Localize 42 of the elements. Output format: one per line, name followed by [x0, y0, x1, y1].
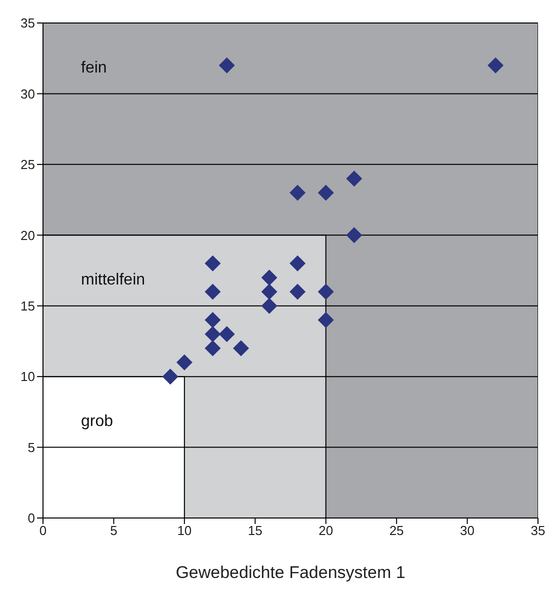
point — [176, 354, 192, 370]
x-tick-label: 20 — [318, 523, 334, 538]
point — [218, 326, 235, 342]
y-tick-label: 10 — [20, 369, 35, 384]
point — [290, 184, 306, 201]
band-label: fein — [81, 59, 107, 76]
x-tick-label: 25 — [389, 523, 404, 538]
point — [261, 298, 278, 314]
y-tick-label: 35 — [20, 16, 35, 31]
y-tick-label: 0 — [28, 510, 35, 526]
y-tick-label: 20 — [20, 228, 35, 243]
y-tick-label: 5 — [28, 440, 35, 455]
x-tick-label: 35 — [530, 523, 546, 538]
x-tick-label: 15 — [248, 523, 262, 538]
y-tick-label: 15 — [20, 298, 35, 314]
point — [204, 284, 221, 300]
x-tick-label: 5 — [110, 523, 118, 538]
x-axis-title: Gewebedichte Fadensystem 1 — [176, 563, 406, 582]
band-label: grob — [81, 412, 114, 430]
point — [488, 57, 504, 74]
x-tick-label: 0 — [39, 523, 47, 538]
point — [218, 57, 235, 74]
point — [318, 284, 334, 300]
band-label: mittelfein — [81, 272, 146, 289]
point — [204, 340, 221, 356]
point — [346, 227, 362, 244]
point — [261, 270, 278, 286]
point — [290, 284, 306, 300]
point — [233, 340, 249, 356]
point — [346, 170, 362, 187]
point — [204, 326, 221, 342]
x-tick-label: 10 — [177, 523, 192, 538]
point — [318, 312, 334, 328]
point — [204, 312, 221, 328]
point — [204, 255, 221, 272]
x-tick-label: 30 — [460, 523, 475, 538]
point — [162, 368, 178, 385]
y-tick-label: 25 — [20, 157, 35, 172]
point — [261, 284, 278, 300]
y-tick-label: 30 — [20, 86, 35, 102]
point — [318, 184, 334, 201]
point — [290, 255, 306, 272]
